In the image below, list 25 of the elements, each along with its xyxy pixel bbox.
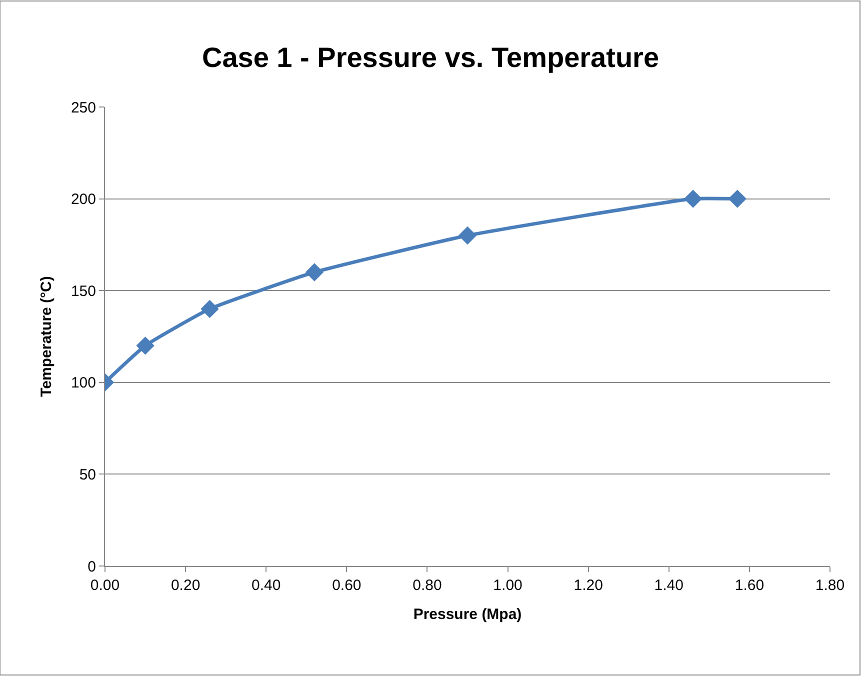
y-tick-label: 0: [88, 558, 96, 576]
point: [200, 300, 219, 318]
y-axis-title: Temperature (°C): [38, 276, 56, 397]
x-tick-label: 1.60: [734, 577, 764, 594]
point: [458, 226, 477, 245]
point: [305, 263, 324, 282]
x-tick-label: 0.20: [170, 577, 200, 594]
y-tick-label: 150: [70, 282, 96, 300]
y-tick-label: 100: [70, 374, 96, 392]
x-tick-label: 1.80: [815, 577, 845, 594]
y-tick-label: 250: [70, 99, 96, 116]
chart-title: Case 1 - Pressure vs. Temperature: [202, 42, 660, 73]
x-tick-label: 0.80: [412, 577, 442, 594]
point: [684, 190, 702, 208]
x-tick-label: 1.40: [654, 577, 684, 594]
x-tick-label: 0.60: [332, 577, 362, 594]
x-tick-label: 0.00: [90, 577, 120, 594]
y-tick-label: 200: [70, 191, 96, 208]
x-tick-label: 1.00: [493, 577, 522, 594]
x-tick-label: 0.40: [252, 577, 281, 594]
point: [728, 190, 746, 208]
y-tick-label: 50: [79, 466, 96, 484]
x-tick-label: 1.20: [574, 577, 603, 594]
point: [136, 336, 154, 355]
x-axis-title: Pressure (Mpa): [413, 606, 522, 623]
